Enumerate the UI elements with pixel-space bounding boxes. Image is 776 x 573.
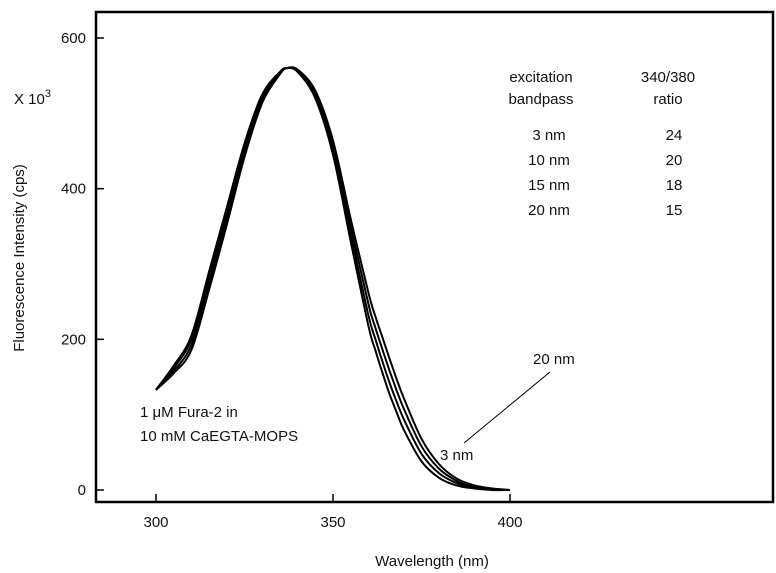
table-row-bandpass: 3 nm — [532, 127, 565, 144]
sample-annotation-line2: 10 mM CaEGTA-MOPS — [140, 428, 298, 445]
table-header-ratio: ratio — [653, 91, 682, 108]
table-row-ratio: 24 — [666, 127, 683, 144]
x-tick-label: 350 — [320, 514, 345, 531]
table-row-ratio: 15 — [666, 202, 683, 219]
spectrum-line-4 — [155, 66, 511, 491]
sample-annotation-line1: 1 μM Fura-2 in — [140, 404, 238, 421]
y-tick-label: 400 — [61, 181, 86, 198]
bandpass-ratio-table: excitation bandpass 340/380 ratio 3 nm 2… — [508, 69, 695, 219]
axis-tick-labels: 300 350 400 0 200 400 600 — [61, 30, 523, 531]
curve-label-leader-line — [463, 371, 551, 444]
table-header-excitation: excitation — [509, 69, 572, 86]
y-tick-label: 200 — [61, 331, 86, 348]
table-row-bandpass: 10 nm — [528, 152, 570, 169]
y-tick-label: 600 — [61, 30, 86, 47]
table-row-ratio: 18 — [666, 177, 683, 194]
spectrum-line-1 — [155, 66, 511, 492]
spectrum-line-3 — [155, 66, 511, 491]
y-tick-label: 0 — [78, 482, 86, 499]
x-tick-label: 300 — [143, 514, 168, 531]
axis-ticks — [96, 37, 511, 502]
table-row-ratio: 20 — [666, 152, 683, 169]
label-3nm: 3 nm — [440, 447, 473, 464]
spectrum-line-2 — [155, 66, 511, 491]
y-axis-title: Fluorescence Intensity (cps) — [11, 164, 28, 352]
table-header-bandpass: bandpass — [508, 91, 573, 108]
table-row-bandpass: 20 nm — [528, 202, 570, 219]
x-axis-title: Wavelength (nm) — [375, 553, 489, 570]
x-tick-label: 400 — [497, 514, 522, 531]
plot-frame — [94, 10, 775, 504]
table-row-bandpass: 15 nm — [528, 177, 570, 194]
y-multiplier-exponent: 3 — [45, 88, 51, 100]
label-20nm: 20 nm — [533, 351, 575, 368]
y-multiplier-label: X 103 — [14, 88, 51, 108]
table-header-ratio-value: 340/380 — [641, 69, 695, 86]
series-group — [155, 66, 511, 492]
